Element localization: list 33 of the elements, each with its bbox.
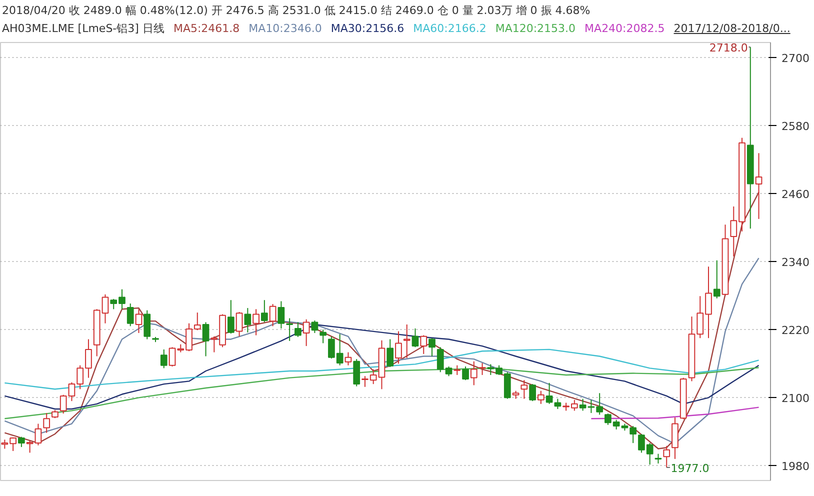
text: MA5:2461.8: [173, 21, 240, 37]
y-tick-label: 2340: [782, 256, 810, 269]
text: MA240:2082.5: [584, 21, 665, 37]
candlestick: [520, 380, 528, 400]
text: MA30:2156.6: [330, 21, 404, 37]
y-tick-label: 2100: [782, 392, 810, 406]
candlestick: [286, 318, 293, 342]
annotation: 2718.0: [709, 42, 748, 55]
chart-subtitle: AH03ME.LME [LmeS-铝3] 日线: [2, 21, 164, 37]
line-series: [4, 348, 760, 390]
y-tick-label: 2220: [782, 324, 810, 338]
candlestick: [252, 308, 260, 336]
text: 2017/12/08-2018/0...: [674, 21, 790, 37]
candlestick: [403, 324, 410, 358]
line-series: [4, 257, 760, 444]
line-series: [590, 406, 760, 420]
y-tick-label: 1980: [782, 460, 810, 474]
candlestick: [746, 46, 754, 230]
candlestick: [135, 308, 142, 334]
candlestick: [755, 152, 762, 220]
y-tick-label: 2700: [782, 52, 810, 65]
y-tick-label: 2460: [782, 188, 810, 201]
text: MA10:2346.0: [248, 21, 322, 37]
candlestick: [244, 308, 252, 333]
candlestick: [278, 300, 285, 329]
y-tick-label: 2580: [782, 120, 810, 133]
line-series: [4, 366, 760, 420]
chart-title: 2018/04/20 收 2489.0 幅 0.48%(12.0) 开 2476.5 高 2531.0 低 2415.0 结 2469.0 仓 0 量 2.03万 增 0 振 4.68%: [2, 3, 590, 19]
text: MA120:2153.0: [495, 21, 576, 37]
text: MA60:2166.2: [413, 21, 486, 37]
annotation: 1977.0: [670, 462, 710, 475]
line-series: [4, 192, 760, 450]
candlestick: [672, 417, 678, 460]
